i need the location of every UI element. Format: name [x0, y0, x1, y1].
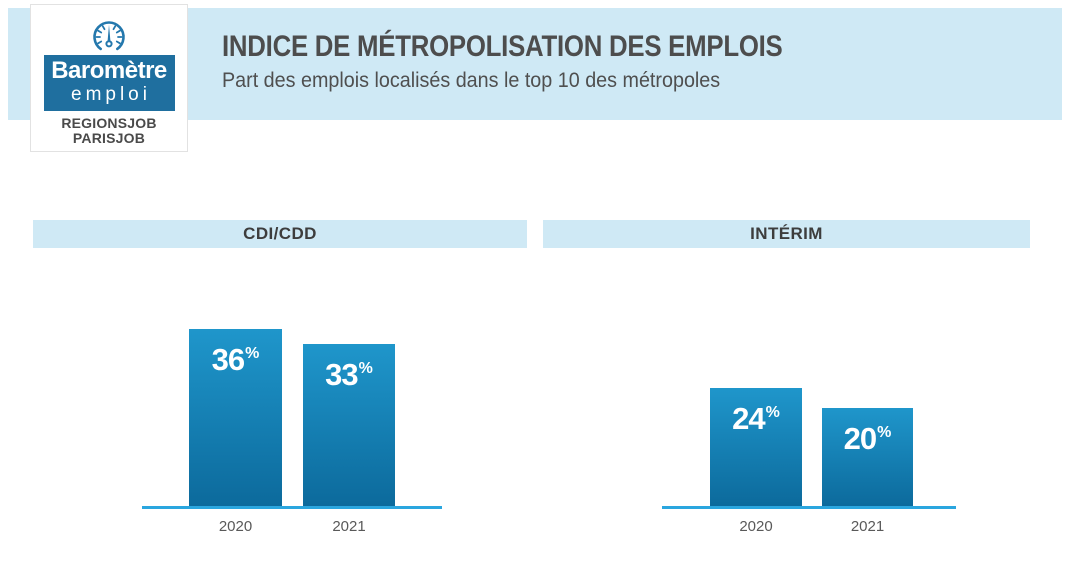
barometre-emploi-logo: Baromètre emploi REGIONSJOB PARISJOB	[30, 4, 188, 152]
chart-interim: 24% 2020 20% 2021	[662, 300, 956, 535]
logo-regionsjob-text: REGIONSJOB	[61, 115, 157, 131]
logo-regionsjob-parisjob: REGIONSJOB PARISJOB	[61, 116, 156, 146]
title-block: INDICE DE MÉTROPOLISATION DES EMPLOIS Pa…	[222, 32, 874, 92]
gauge-icon	[86, 18, 132, 52]
x-axis-label: 2020	[218, 518, 253, 535]
page-subtitle: Part des emplois localisés dans le top 1…	[222, 69, 721, 92]
chart-cdi-cdd: 36% 2020 33% 2021	[142, 300, 442, 535]
x-axis-label: 2021	[850, 518, 885, 535]
x-axis-line	[142, 506, 442, 509]
section-header-cdi-cdd: CDI/CDD	[33, 220, 527, 248]
bar-2020: 36%	[189, 329, 282, 506]
bar-value-label: 24%	[732, 401, 780, 436]
bar-value-label: 36%	[211, 342, 260, 377]
logo-blue-box: Baromètre emploi	[43, 55, 175, 111]
x-axis-label: 2020	[739, 518, 773, 535]
bar-value-label: 33%	[325, 357, 373, 392]
bar-2020: 24%	[710, 388, 802, 506]
page-title: INDICE DE MÉTROPOLISATION DES EMPLOIS	[222, 30, 783, 63]
section-header-interim: INTÉRIM	[543, 220, 1030, 248]
x-axis-label: 2021	[332, 518, 366, 535]
logo-emploi-text: emploi	[71, 84, 151, 105]
bar-2021: 20%	[822, 408, 913, 506]
logo-parisjob-text: PARISJOB	[72, 130, 146, 146]
logo-barometre-text: Baromètre	[51, 57, 167, 84]
bar-value-label: 20%	[843, 421, 892, 456]
bar-2021: 33%	[303, 344, 395, 506]
x-axis-line	[662, 506, 956, 509]
